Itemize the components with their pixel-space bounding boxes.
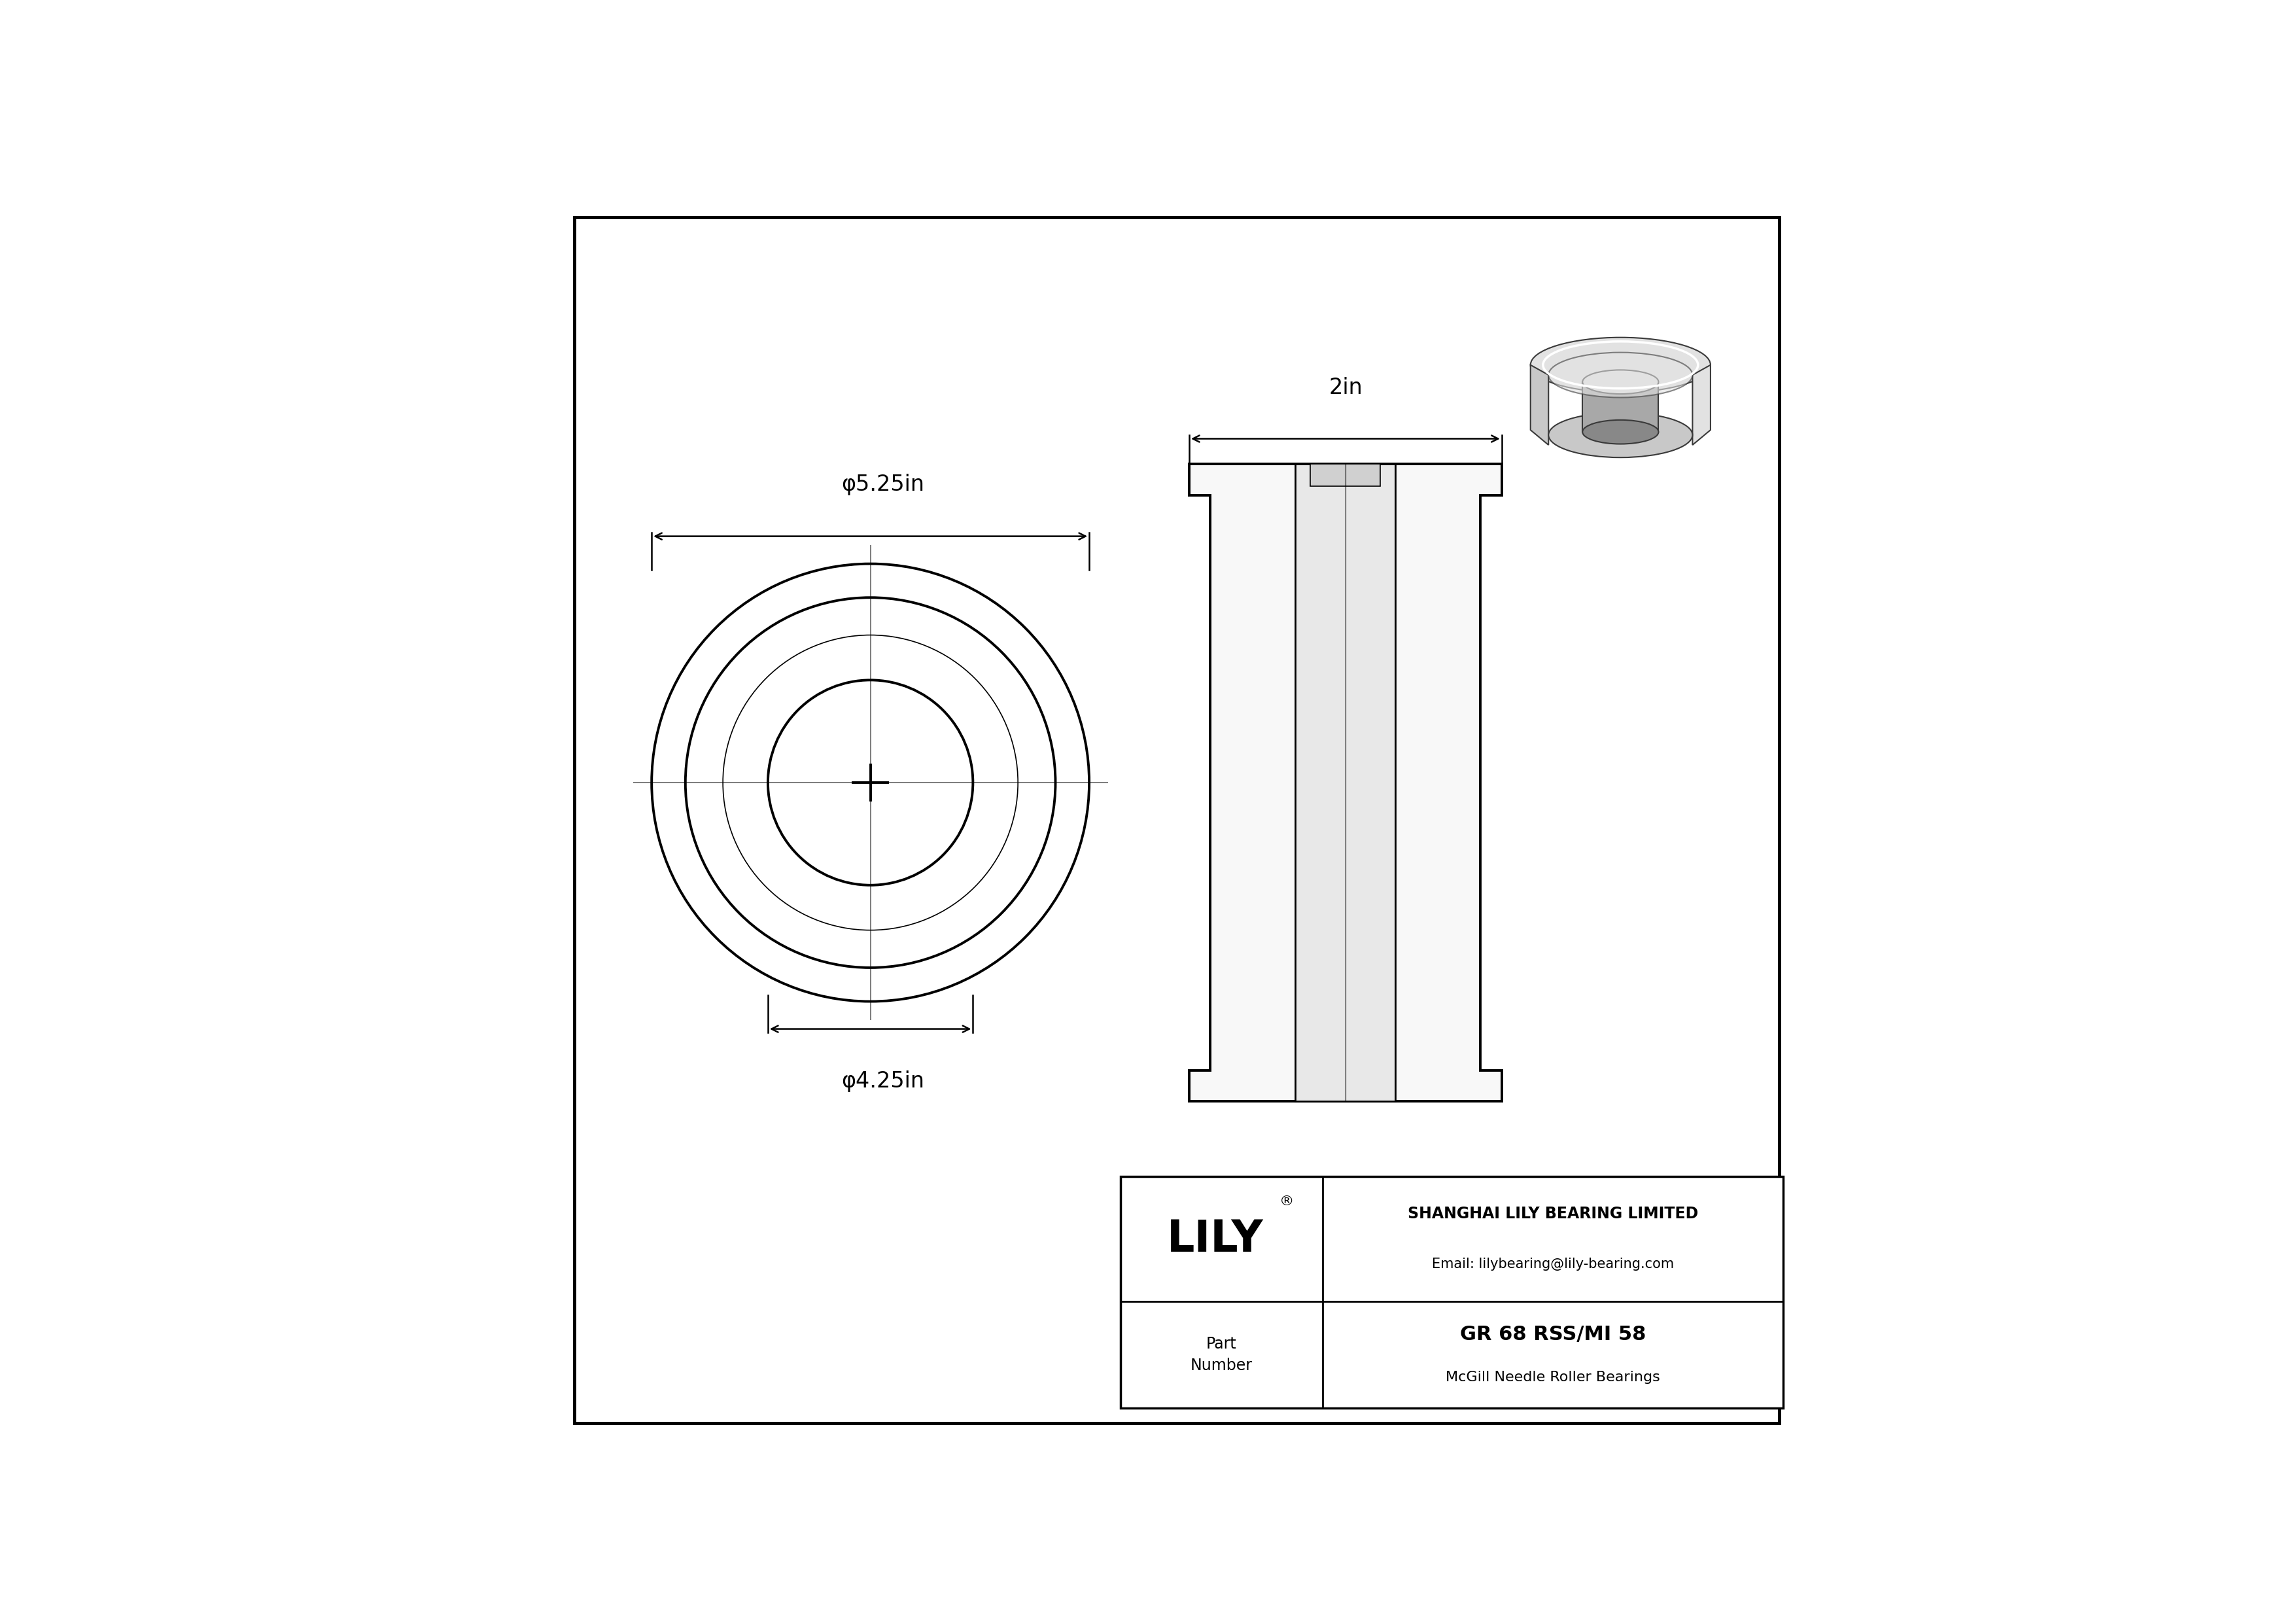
Ellipse shape <box>1582 370 1658 395</box>
Polygon shape <box>1311 464 1380 486</box>
Ellipse shape <box>1531 338 1711 393</box>
Text: Part
Number: Part Number <box>1189 1337 1254 1374</box>
Text: GR 68 RSS/MI 58: GR 68 RSS/MI 58 <box>1460 1325 1646 1345</box>
Bar <box>1295 464 1396 1101</box>
Polygon shape <box>1692 365 1711 445</box>
Text: McGill Needle Roller Bearings: McGill Needle Roller Bearings <box>1446 1371 1660 1384</box>
Text: SHANGHAI LILY BEARING LIMITED: SHANGHAI LILY BEARING LIMITED <box>1407 1207 1699 1221</box>
Text: 0.09in: 0.09in <box>1320 507 1371 521</box>
Text: φ4.25in: φ4.25in <box>840 1070 925 1091</box>
Bar <box>1120 1176 1784 1408</box>
Polygon shape <box>1531 365 1548 445</box>
Text: ®: ® <box>1279 1195 1295 1208</box>
Text: 2in: 2in <box>1329 377 1362 400</box>
Ellipse shape <box>1548 412 1692 458</box>
Ellipse shape <box>1548 352 1692 398</box>
Polygon shape <box>1582 382 1658 432</box>
Ellipse shape <box>1582 421 1658 443</box>
Polygon shape <box>1189 464 1502 1101</box>
Text: Email: lilybearing@lily-bearing.com: Email: lilybearing@lily-bearing.com <box>1433 1257 1674 1270</box>
Text: LILY: LILY <box>1166 1218 1263 1260</box>
Text: φ5.25in: φ5.25in <box>840 474 925 495</box>
